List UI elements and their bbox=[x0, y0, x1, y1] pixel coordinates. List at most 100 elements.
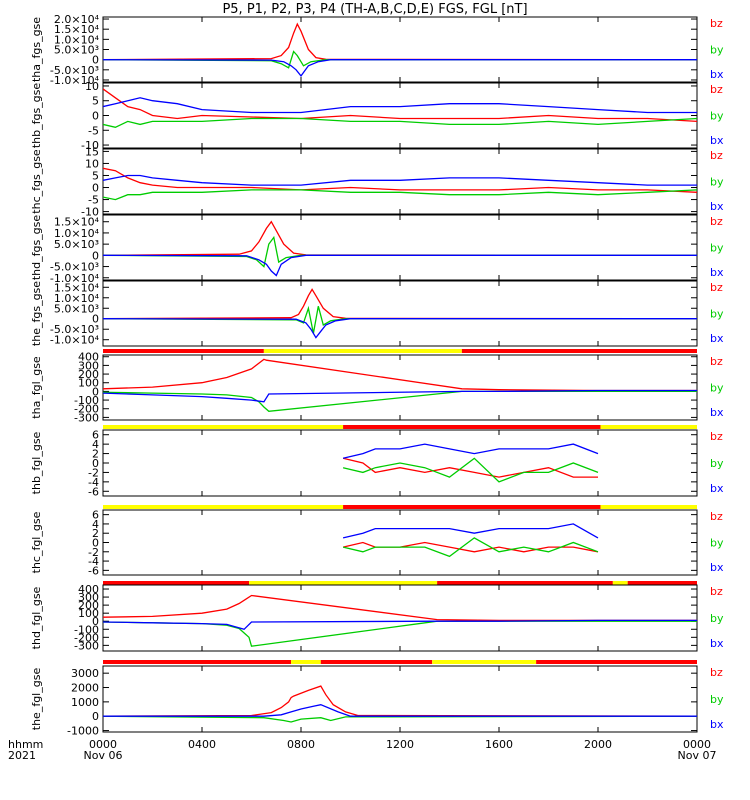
series-group bbox=[103, 220, 697, 277]
series-line-by bbox=[342, 537, 599, 558]
panel-frame bbox=[102, 16, 698, 83]
y-axis-label: thc_fgl_gse bbox=[30, 511, 43, 573]
x-tick-label: 1600 bbox=[485, 738, 513, 751]
legend-entry-bx: bx bbox=[710, 561, 724, 574]
y-tick-label: 400 bbox=[78, 351, 99, 364]
series-line-bx bbox=[103, 704, 697, 717]
x-tick-date-label: Nov 06 bbox=[84, 749, 123, 762]
status-bar-segment bbox=[263, 349, 462, 353]
y-tick-label: 0 bbox=[92, 457, 99, 470]
time-axis-row-label-2: 2021 bbox=[8, 749, 36, 762]
y-tick-label: 5.0×10³ bbox=[54, 44, 99, 57]
y-tick-label: 15 bbox=[85, 145, 99, 158]
series-line-bx bbox=[342, 443, 599, 459]
y-axis-label: thd_fgs_gse bbox=[30, 215, 43, 281]
y-tick-label: 1.5×10⁴ bbox=[54, 216, 100, 229]
panel-thb_fgs_gse: 10 5 0-5 -10 thb_fgs_gse bz by bx bbox=[30, 80, 724, 152]
y-tick-label: 200 bbox=[78, 368, 99, 381]
status-bar-segment bbox=[536, 660, 697, 664]
legend-entry-bx: bx bbox=[710, 406, 724, 419]
chart-title: P5, P1, P2, P3, P4 (TH-A,B,C,D,E) FGS, F… bbox=[222, 2, 527, 17]
series-line-bz bbox=[342, 541, 599, 553]
legend-entry-bx: bx bbox=[710, 482, 724, 495]
series-line-by bbox=[103, 305, 697, 334]
y-tick-label: -300 bbox=[74, 639, 99, 652]
series-line-bx bbox=[103, 318, 697, 339]
series-group bbox=[103, 685, 697, 723]
legend-entry-bx: bx bbox=[710, 200, 724, 213]
panel-frame bbox=[102, 214, 698, 281]
y-tick-label: 5.0×10³ bbox=[54, 238, 99, 251]
y-tick-label: 1.0×10⁴ bbox=[54, 292, 100, 305]
series-line-bz bbox=[342, 457, 598, 478]
status-bar-segment bbox=[461, 349, 697, 353]
y-tick-label: 100 bbox=[78, 607, 99, 620]
y-tick-label: -1.0×10⁴ bbox=[50, 334, 100, 347]
y-tick-label: -5.0×10³ bbox=[50, 323, 99, 336]
y-axis-label: the_fgl_gse bbox=[30, 668, 43, 731]
legend-entry-bz: bz bbox=[710, 83, 723, 96]
y-tick-label: 0 bbox=[92, 110, 99, 123]
y-tick-label: 1.0×10⁴ bbox=[54, 227, 100, 240]
series-line-by bbox=[103, 620, 697, 647]
x-tick-label: 0000 bbox=[89, 738, 117, 751]
legend-entry-bz: bz bbox=[710, 215, 723, 228]
y-tick-label: -1.0×10⁴ bbox=[50, 272, 100, 285]
legend-entry-bx: bx bbox=[710, 266, 724, 279]
series-group bbox=[103, 22, 697, 77]
series-group bbox=[342, 523, 599, 558]
panel-frame bbox=[102, 354, 698, 421]
y-tick-label: -200 bbox=[74, 403, 99, 416]
series-group bbox=[103, 167, 697, 201]
legend-entry-bz: bz bbox=[710, 585, 723, 598]
legend-entry-bx: bx bbox=[710, 637, 724, 650]
legend-entry-by: by bbox=[710, 457, 724, 470]
status-bar-segment bbox=[320, 660, 433, 664]
y-tick-label: 0 bbox=[92, 710, 99, 723]
status-bar-segment bbox=[343, 425, 601, 429]
series-line-by bbox=[103, 235, 697, 268]
status-bar-segment bbox=[600, 425, 697, 429]
panel-tha_fgs_gse: 2.0×10⁴1.5×10⁴1.0×10⁴5.0×10³0-5.0×10³-1.… bbox=[30, 13, 724, 87]
status-bar-segment bbox=[432, 660, 537, 664]
status-bar-segment bbox=[249, 581, 438, 585]
series-line-bx bbox=[103, 97, 697, 114]
y-tick-label: 3000 bbox=[71, 667, 99, 680]
y-tick-label: 100 bbox=[78, 377, 99, 390]
y-tick-label: -300 bbox=[74, 411, 99, 424]
y-tick-label: 300 bbox=[78, 359, 99, 372]
y-tick-label: 200 bbox=[78, 599, 99, 612]
series-line-bx bbox=[342, 523, 599, 539]
series-line-bx bbox=[103, 619, 697, 631]
y-axis-label: tha_fgs_gse bbox=[30, 17, 43, 82]
series-line-bz bbox=[103, 288, 697, 320]
status-bar-segment bbox=[103, 581, 250, 585]
y-tick-label: 5.0×10³ bbox=[54, 302, 99, 315]
series-line-by bbox=[342, 457, 599, 483]
y-tick-label: -4 bbox=[88, 555, 99, 568]
series-line-bz bbox=[103, 220, 697, 256]
y-tick-label: 5 bbox=[92, 169, 99, 182]
y-tick-label: -5.0×10³ bbox=[50, 261, 99, 274]
legend-entry-bx: bx bbox=[710, 68, 724, 81]
panel-frame bbox=[102, 280, 698, 347]
status-bar-segment bbox=[103, 425, 344, 429]
y-tick-label: 0 bbox=[92, 54, 99, 67]
series-line-by bbox=[103, 50, 697, 69]
y-tick-label: 0 bbox=[92, 313, 99, 326]
legend-entry-by: by bbox=[710, 242, 724, 255]
y-tick-label: 5 bbox=[92, 95, 99, 108]
legend-entry-bz: bz bbox=[710, 281, 723, 294]
y-tick-label: 1.5×10⁴ bbox=[54, 23, 100, 36]
y-tick-label: 6 bbox=[92, 509, 99, 522]
legend-entry-by: by bbox=[710, 176, 724, 189]
y-tick-label: 2 bbox=[92, 448, 99, 461]
y-axis-label: thb_fgl_gse bbox=[30, 431, 43, 494]
panel-frame bbox=[102, 82, 698, 149]
legend-entry-bz: bz bbox=[710, 17, 723, 30]
